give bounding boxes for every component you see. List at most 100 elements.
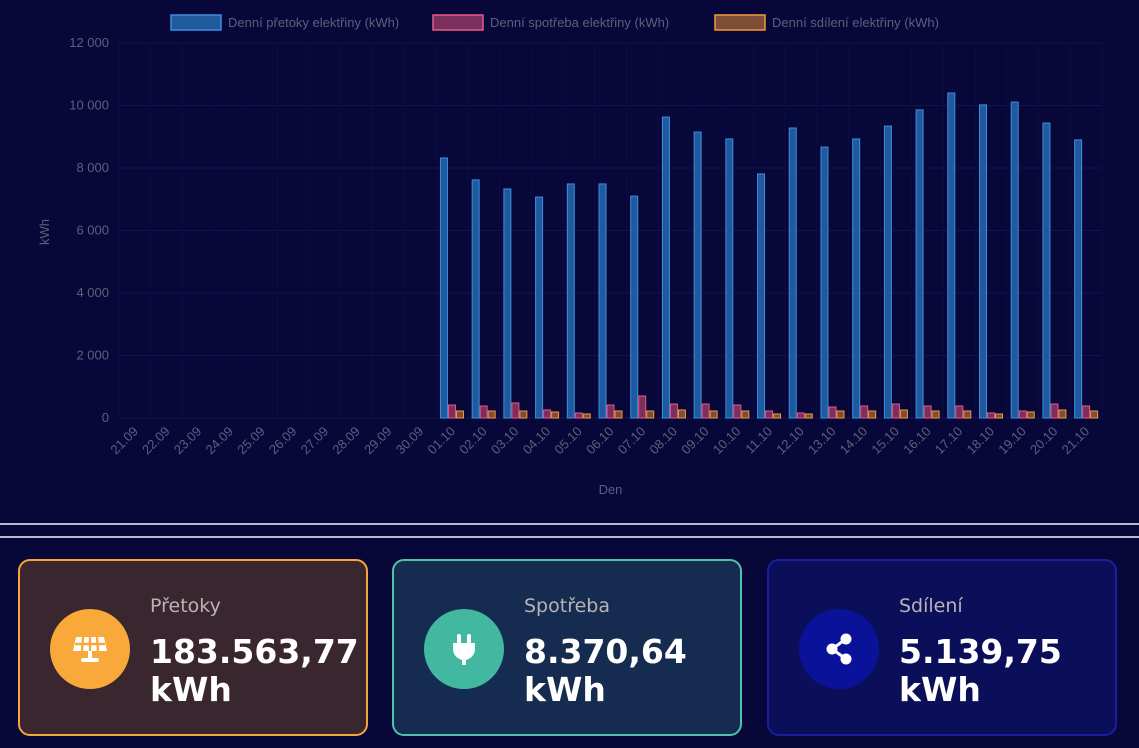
x-tick-label: 14.10 <box>837 424 871 458</box>
y-tick-label: 2 000 <box>76 348 109 363</box>
bar-06.10-s1 <box>606 404 615 419</box>
x-tick-label: 06.10 <box>583 424 617 458</box>
bar-02.10-s0 <box>471 179 480 419</box>
bar-13.10-s2 <box>836 410 845 419</box>
x-tick-label: 30.09 <box>393 424 427 458</box>
card-title: Spotřeba <box>524 595 610 617</box>
bar-18.10-s1 <box>987 412 996 419</box>
bar-12.10-s0 <box>788 127 797 419</box>
x-tick-label: 15.10 <box>868 424 902 458</box>
y-tick-label: 8 000 <box>76 160 109 175</box>
x-tick-label: 27.09 <box>298 424 332 458</box>
bar-01.10-s0 <box>439 157 448 419</box>
x-tick-label: 21.09 <box>107 424 141 458</box>
divider <box>0 536 1139 538</box>
bar-08.10-s0 <box>661 116 670 419</box>
bar-08.10-s2 <box>677 409 686 419</box>
x-tick-label: 23.09 <box>171 424 205 458</box>
y-tick-label: 6 000 <box>76 223 109 238</box>
x-tick-label: 21.10 <box>1059 424 1093 458</box>
card-sdileni: Sdílení 5.139,75 kWh <box>767 559 1117 736</box>
card-title: Sdílení <box>899 595 963 617</box>
x-tick-label: 01.10 <box>424 424 458 458</box>
x-tick-label: 19.10 <box>995 424 1029 458</box>
bar-21.10-s0 <box>1074 139 1083 419</box>
bar-12.10-s2 <box>804 413 813 419</box>
x-tick-label: 18.10 <box>964 424 998 458</box>
x-tick-label: 13.10 <box>805 424 839 458</box>
x-tick-label: 09.10 <box>678 424 712 458</box>
bar-04.10-s1 <box>543 409 552 419</box>
card-spotreba: Spotřeba 8.370,64 kWh <box>392 559 742 736</box>
bar-20.10-s1 <box>1050 403 1059 419</box>
bar-14.10-s1 <box>860 405 869 419</box>
bar-09.10-s1 <box>701 403 710 419</box>
bar-18.10-s2 <box>995 413 1004 419</box>
bar-13.10-s1 <box>828 406 837 419</box>
legend-swatch <box>432 14 484 31</box>
bar-07.10-s1 <box>638 395 647 419</box>
legend-label: Denní spotřeba elektřiny (kWh) <box>490 15 669 30</box>
y-tick-label: 10 000 <box>69 98 109 113</box>
bar-19.10-s1 <box>1018 410 1027 419</box>
x-tick-label: 10.10 <box>710 424 744 458</box>
bar-07.10-s0 <box>630 195 639 419</box>
daily-energy-bar-chart: 0 2 000 4 000 6 000 8 000 10 000 12 000 21.0922… <box>37 14 1103 497</box>
x-tick-label: 26.09 <box>266 424 300 458</box>
x-tick-label: 12.10 <box>773 424 807 458</box>
bar-05.10-s1 <box>574 412 583 419</box>
x-tick-label: 11.10 <box>742 424 775 457</box>
bar-09.10-s0 <box>693 131 702 419</box>
bar-12.10-s1 <box>796 412 805 419</box>
bar-19.10-s0 <box>1010 101 1019 419</box>
x-tick-label: 16.10 <box>900 424 934 458</box>
x-tick-label: 03.10 <box>488 424 522 458</box>
bar-02.10-s1 <box>479 405 488 419</box>
x-tick-label: 07.10 <box>615 424 649 458</box>
x-tick-label: 29.09 <box>361 424 395 458</box>
bar-02.10-s2 <box>487 410 496 419</box>
card-title: Přetoky <box>150 595 221 617</box>
bar-05.10-s0 <box>566 183 575 419</box>
share-icon <box>799 609 879 689</box>
x-tick-label: 02.10 <box>456 424 490 458</box>
bar-15.10-s0 <box>883 125 892 419</box>
legend-swatch <box>170 14 222 31</box>
bar-01.10-s1 <box>447 404 456 419</box>
bar-19.10-s2 <box>1026 411 1035 419</box>
x-tick-label: 22.09 <box>139 424 173 458</box>
bar-16.10-s2 <box>931 410 940 419</box>
bar-09.10-s2 <box>709 410 718 419</box>
bar-20.10-s2 <box>1058 409 1067 419</box>
legend-label: Denní sdílení elektřiny (kWh) <box>772 15 939 30</box>
card-value: 8.370,64 kWh <box>524 632 687 709</box>
plug-icon <box>424 609 504 689</box>
bar-03.10-s1 <box>511 402 520 419</box>
bar-18.10-s0 <box>979 104 988 419</box>
bar-13.10-s0 <box>820 146 829 419</box>
bar-08.10-s1 <box>669 403 678 419</box>
bar-04.10-s2 <box>551 411 560 419</box>
bar-06.10-s2 <box>614 410 623 419</box>
x-tick-label: 04.10 <box>520 424 554 458</box>
x-tick-label: 25.09 <box>234 424 268 458</box>
bar-20.10-s0 <box>1042 122 1051 419</box>
bar-14.10-s0 <box>852 138 861 419</box>
bar-10.10-s1 <box>733 404 742 419</box>
bar-10.10-s0 <box>725 138 734 419</box>
bar-06.10-s0 <box>598 183 607 419</box>
bar-15.10-s2 <box>899 409 908 419</box>
legend-swatch <box>714 14 766 31</box>
x-axis-title: Den <box>599 482 623 497</box>
legend-label: Denní přetoky elektřiny (kWh) <box>228 15 399 30</box>
x-tick-label: 17.10 <box>932 424 966 458</box>
y-tick-label: 4 000 <box>76 285 109 300</box>
y-axis-title: kWh <box>37 219 52 245</box>
card-value: 5.139,75 kWh <box>899 632 1062 709</box>
bar-15.10-s1 <box>891 403 900 419</box>
y-tick-label: 0 <box>102 410 109 425</box>
x-tick-label: 24.09 <box>202 424 236 458</box>
bar-03.10-s2 <box>519 410 528 419</box>
bar-03.10-s0 <box>503 188 512 419</box>
bar-04.10-s0 <box>535 196 544 419</box>
